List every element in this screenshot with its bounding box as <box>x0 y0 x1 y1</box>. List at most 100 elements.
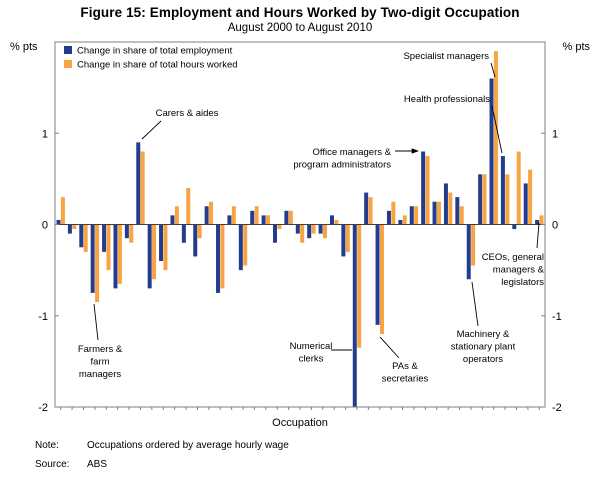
legend-swatch <box>64 46 72 54</box>
bar-employment <box>261 215 266 225</box>
source-text: ABS <box>87 459 108 470</box>
bar-employment <box>159 224 164 261</box>
bar-hours <box>311 224 316 234</box>
bar-employment <box>307 224 312 239</box>
annotation-label: Office managers & <box>312 147 391 158</box>
figure-footnotes: Note: Occupations ordered by average hour… <box>0 440 600 470</box>
legend-label: Change in share of total employment <box>77 46 233 57</box>
bar-employment <box>318 224 323 234</box>
annotation-label: managers & <box>493 265 545 276</box>
bar-employment <box>352 224 357 407</box>
bar-employment <box>170 215 175 225</box>
bar-employment <box>329 215 334 225</box>
annotation-line <box>141 120 162 140</box>
bar-employment <box>455 197 460 225</box>
bar-employment <box>238 224 243 271</box>
bar-hours <box>448 192 453 225</box>
bar-hours <box>140 151 145 225</box>
bar-hours <box>288 210 293 225</box>
bar-hours <box>505 174 510 225</box>
bar-employment <box>386 210 391 225</box>
bar-hours <box>163 224 168 271</box>
bar-employment <box>136 142 141 225</box>
bar-employment <box>535 219 540 225</box>
annotation-label: Specialist managers <box>403 51 489 62</box>
bar-hours <box>516 151 521 225</box>
annotation-line <box>93 303 99 341</box>
annotation-label: operators <box>463 354 503 365</box>
source-row: Source: ABS <box>35 459 600 470</box>
y-tick-label-left: 1 <box>42 128 48 140</box>
bar-hours <box>528 169 533 225</box>
bar-hours <box>186 188 191 225</box>
annotation-label: Numerical <box>290 341 333 352</box>
figure-subtitle: August 2000 to August 2010 <box>227 22 373 34</box>
bar-hours <box>72 224 77 230</box>
bar-hours <box>436 201 441 225</box>
note-text: Occupations ordered by average hourly wa… <box>87 440 289 451</box>
annotation-line <box>490 62 496 78</box>
bar-employment <box>273 224 278 243</box>
bar-hours <box>220 224 225 289</box>
bar-hours <box>482 174 487 225</box>
annotation-label: farm <box>91 357 110 368</box>
bar-hours <box>539 215 544 225</box>
legend-label: Change in share of total hours worked <box>77 60 238 71</box>
bar-employment <box>375 224 380 325</box>
bar-hours <box>60 197 65 225</box>
bar-hours <box>277 224 282 230</box>
y-axis-unit-right: % pts <box>562 41 590 53</box>
annotation-label: PAs & <box>392 361 418 372</box>
annotation-label: CEOs, general <box>482 252 544 263</box>
bar-employment <box>147 224 152 289</box>
y-axis-unit-left: % pts <box>10 41 38 53</box>
bar-hours <box>129 224 134 243</box>
annotation-label: stationary plant <box>451 342 516 353</box>
annotation-label: Machinery & <box>457 329 510 340</box>
bar-hours <box>152 224 157 280</box>
bar-employment <box>216 224 221 293</box>
bar-employment <box>113 224 118 289</box>
bar-employment <box>489 78 494 225</box>
bar-employment <box>478 174 483 225</box>
bar-hours <box>345 224 350 252</box>
bar-hours <box>322 224 327 239</box>
bar-hours <box>254 206 259 225</box>
y-tick-label-right: -1 <box>552 311 562 323</box>
bar-hours <box>471 224 476 266</box>
bar-employment <box>79 224 84 248</box>
note-row: Note: Occupations ordered by average hour… <box>35 440 600 451</box>
y-tick-label-right: 0 <box>552 220 558 232</box>
bar-hours <box>83 224 88 252</box>
annotation-label: secretaries <box>382 374 429 385</box>
bar-employment <box>284 210 289 225</box>
chart-canvas: 1 1 0 0 -1 -1 -2 -2 % pts % pts Change in share of… <box>10 41 590 429</box>
bar-hours <box>334 219 339 225</box>
bar-employment <box>204 206 209 225</box>
bar-hours <box>243 224 248 266</box>
bar-employment <box>523 183 528 225</box>
bar-hours <box>402 215 407 225</box>
annotation-label: legislators <box>501 277 544 288</box>
annotation-label: clerks <box>299 354 324 365</box>
bar-employment <box>364 192 369 225</box>
bar-hours <box>231 206 236 225</box>
bar-hours <box>95 224 100 303</box>
annotation-line <box>379 336 400 359</box>
bar-hours <box>174 206 179 225</box>
bar-employment <box>409 206 414 225</box>
y-tick-label-left: 0 <box>42 220 48 232</box>
bar-hours <box>493 51 498 225</box>
bar-employment <box>124 224 129 239</box>
bar-employment <box>421 151 426 225</box>
annotation-label: managers <box>79 369 121 380</box>
bar-employment <box>466 224 471 280</box>
annotation-label: Carers & aides <box>156 108 219 119</box>
y-tick-label-left: -1 <box>38 311 48 323</box>
bar-hours <box>391 201 396 225</box>
annotation-line <box>471 281 479 327</box>
annotation-label: Farmers & <box>78 344 123 355</box>
figure-title: Figure 15: Employment and Hours Worked b… <box>80 5 520 20</box>
bar-employment <box>295 224 300 234</box>
annotation-line <box>536 222 540 249</box>
